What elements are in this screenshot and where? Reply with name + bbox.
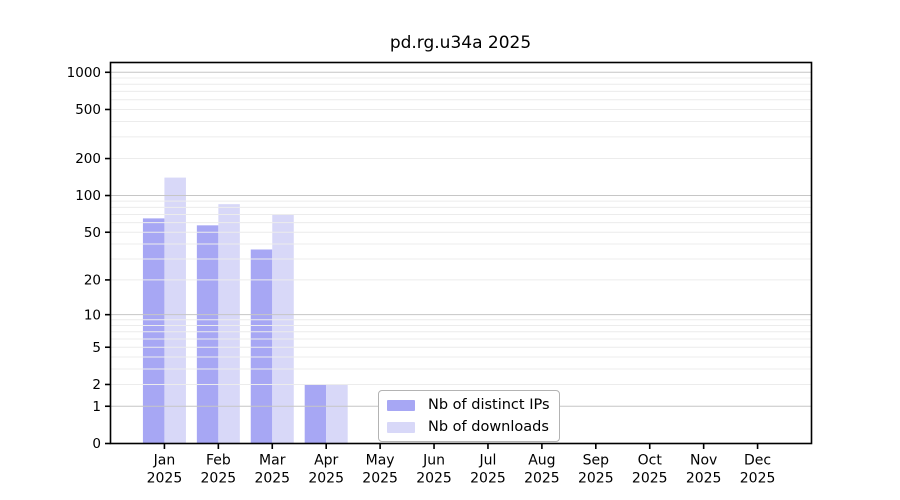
legend-row-distinct-ips: Nb of distinct IPs <box>387 396 550 414</box>
y-tick-label: 0 <box>92 436 101 452</box>
bar-downloads-mar <box>272 214 294 444</box>
y-tick-label: 200 <box>75 151 101 167</box>
x-tick-label: Jan 2025 <box>147 453 183 487</box>
legend-swatch-distinct-ips <box>387 399 415 411</box>
bar-downloads-apr <box>326 384 348 444</box>
legend-swatch-downloads <box>387 421 415 433</box>
x-tick-label: May 2025 <box>362 453 398 487</box>
x-tick-label: Jun 2025 <box>416 453 452 487</box>
x-tick-label: Nov 2025 <box>686 453 722 487</box>
x-tick-label: Sep 2025 <box>578 453 614 487</box>
legend-label-distinct-ips: Nb of distinct IPs <box>428 397 550 413</box>
bar-distinct-ips-jan <box>142 218 165 444</box>
x-tick-label: Oct 2025 <box>632 453 668 487</box>
y-tick-label: 1 <box>92 399 101 415</box>
x-tick-label: Apr 2025 <box>308 453 344 487</box>
plot-border <box>109 61 813 445</box>
x-tick-label: Dec 2025 <box>740 453 776 487</box>
x-tick-label: Jul 2025 <box>470 453 506 487</box>
y-tick-label: 500 <box>75 102 101 118</box>
bar-downloads-feb <box>218 204 240 444</box>
legend-label-downloads: Nb of downloads <box>428 419 549 435</box>
y-tick-label: 1000 <box>67 65 101 81</box>
y-tick-label: 2 <box>92 377 101 393</box>
legend: Nb of distinct IPs Nb of downloads <box>378 390 560 442</box>
bar-distinct-ips-apr <box>304 384 327 444</box>
y-tick-label: 20 <box>84 273 101 289</box>
x-tick-label: Mar 2025 <box>254 453 290 487</box>
x-tick-label: Feb 2025 <box>201 453 237 487</box>
y-tick-label: 50 <box>84 225 101 241</box>
bar-distinct-ips-mar <box>250 249 273 444</box>
legend-row-downloads: Nb of downloads <box>387 418 550 436</box>
bar-distinct-ips-feb <box>196 225 219 444</box>
chart-title: pd.rg.u34a 2025 <box>389 33 532 53</box>
y-tick-label: 10 <box>84 307 101 323</box>
y-tick-label: 5 <box>92 340 101 356</box>
x-tick-label: Aug 2025 <box>524 453 560 487</box>
bar-downloads-jan <box>164 177 186 444</box>
y-tick-label: 100 <box>75 188 101 204</box>
